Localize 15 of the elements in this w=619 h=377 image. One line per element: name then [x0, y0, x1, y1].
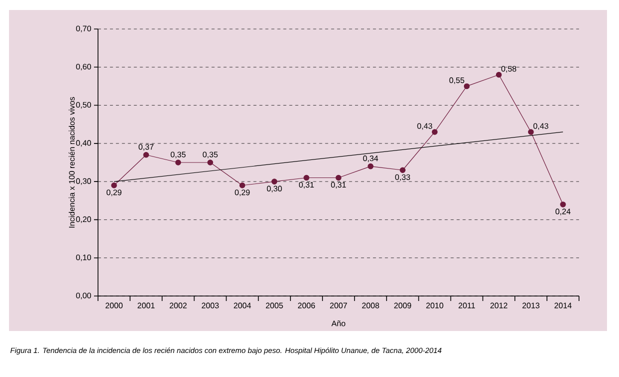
point	[528, 129, 534, 135]
point	[207, 160, 214, 166]
point	[111, 182, 117, 188]
point	[464, 83, 470, 90]
point	[400, 167, 406, 174]
point	[368, 163, 374, 170]
point	[336, 174, 342, 181]
point	[143, 152, 149, 158]
point	[304, 174, 310, 181]
point	[239, 182, 246, 188]
point	[560, 202, 566, 208]
point	[271, 178, 278, 184]
point	[432, 129, 438, 135]
point	[175, 160, 182, 166]
point	[496, 72, 502, 78]
